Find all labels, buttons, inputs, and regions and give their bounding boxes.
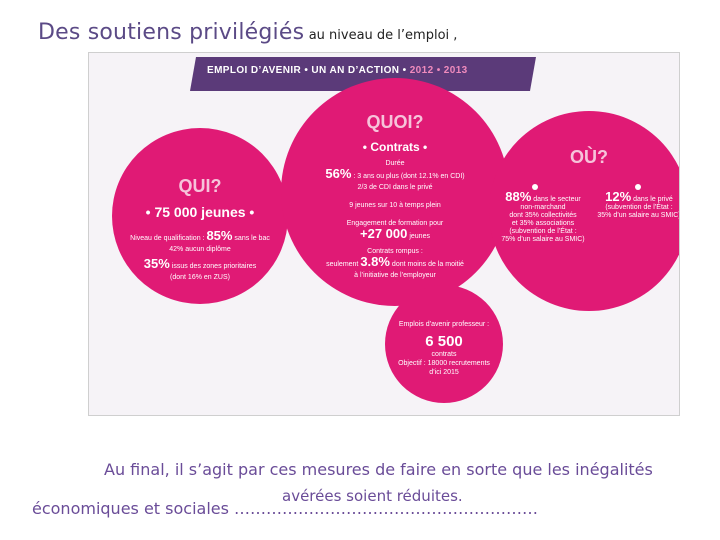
qui-youth: • 75 000 jeunes • bbox=[145, 204, 255, 220]
ou-left-line: et 35% associations bbox=[511, 220, 575, 227]
qui-heading: QUI? bbox=[178, 176, 222, 196]
qualif-label: Niveau de qualification : bbox=[130, 235, 205, 242]
ou-right-line: (subvention de l’État : bbox=[605, 204, 673, 211]
quoi-formation-line: +27 000 jeunes bbox=[281, 227, 509, 241]
quoi-ruptures-sub: à l’initiative de l’employeur bbox=[354, 272, 436, 279]
title-main: Des soutiens privilégiés bbox=[38, 20, 305, 45]
qui-qualif-sub: 42% aucun diplôme bbox=[169, 246, 231, 253]
qualif-note: sans le bac bbox=[234, 235, 270, 242]
banner-main: EMPLOI D’AVENIR • UN AN D’ACTION • bbox=[207, 65, 407, 76]
quoi-duree-line: 56% : 3 ans ou plus (dont 12.1% en CDI) bbox=[281, 167, 509, 181]
quoi-formation: Engagement de formation pour bbox=[346, 220, 444, 227]
ou-left-line: non-marchand bbox=[520, 204, 566, 211]
formation-unit: jeunes bbox=[409, 233, 430, 240]
formation-num: +27 000 bbox=[360, 226, 408, 241]
banner-years: 2012 • 2013 bbox=[409, 65, 468, 76]
banner-text: EMPLOI D’AVENIR • UN AN D’ACTION • 2012 … bbox=[207, 65, 468, 76]
conclusion-line-2: économiques et sociales …………………………………………… bbox=[32, 487, 539, 518]
prof-objective: Objectif : 18000 recrutements bbox=[398, 360, 490, 367]
connector-dot bbox=[635, 184, 641, 190]
ou-right-text: dans le privé bbox=[633, 196, 673, 203]
quoi-circle: QUOI? • Contrats • Durée 56% : 3 ans ou … bbox=[281, 78, 509, 306]
connector-dot bbox=[532, 184, 538, 190]
zones-pct: 35% bbox=[143, 256, 170, 271]
ou-left-text: dans le secteur bbox=[533, 196, 581, 203]
qualif-pct: 85% bbox=[206, 228, 233, 243]
ruptures-pct: 3.8% bbox=[360, 254, 390, 269]
ou-right-block: 12% dans le privé (subvention de l’État … bbox=[593, 190, 680, 220]
conclusion-dots: …………………………………………… bbox=[266, 499, 539, 518]
quoi-ruptures-line: seulement 3.8% dont moins de la moitié bbox=[281, 255, 509, 269]
conclusion-prefix: économiques et sociales …… bbox=[32, 499, 267, 518]
quoi-duree-sub: 2/3 de CDI dans le privé bbox=[357, 184, 433, 191]
ou-circle: OÙ? 88% dans le secteur non-marchand don… bbox=[489, 111, 680, 311]
ou-right-line: 35% d’un salaire au SMIC) bbox=[597, 212, 680, 219]
prof-unit: contrats bbox=[431, 351, 457, 358]
zones-text: issus des zones prioritaires bbox=[171, 263, 257, 270]
duree-pct: 56% bbox=[325, 166, 352, 181]
qui-zones: 35% issus des zones prioritaires bbox=[112, 257, 288, 271]
title-subtitle: au niveau de l’emploi , bbox=[308, 28, 458, 43]
infographic-image: EMPLOI D’AVENIR • UN AN D’ACTION • 2012 … bbox=[88, 52, 680, 416]
prof-title: Emplois d’avenir professeur : bbox=[398, 321, 490, 328]
quoi-ruptures: Contrats rompus : bbox=[367, 248, 423, 255]
quoi-contracts: • Contrats • bbox=[362, 140, 428, 154]
conclusion-fill-text: avérées soient réduites. bbox=[282, 487, 463, 505]
ou-left-pct: 88% bbox=[505, 189, 532, 204]
prof-num: 6 500 bbox=[425, 333, 463, 350]
ou-right-pct: 12% bbox=[605, 189, 632, 204]
qui-circle: QUI? • 75 000 jeunes • Niveau de qualifi… bbox=[112, 128, 288, 304]
prof-date: d’ici 2015 bbox=[429, 369, 459, 376]
ou-heading: OÙ? bbox=[570, 147, 608, 167]
ruptures-text: dont moins de la moitié bbox=[391, 261, 464, 268]
quoi-heading: QUOI? bbox=[366, 112, 424, 132]
ou-left-block: 88% dans le secteur non-marchand dont 35… bbox=[497, 190, 589, 244]
duree-text: : 3 ans ou plus (dont 12.1% en CDI) bbox=[353, 173, 465, 180]
quoi-duree: Durée bbox=[385, 160, 405, 167]
prof-circle: Emplois d’avenir professeur : 6 500 cont… bbox=[385, 285, 503, 403]
conclusion-line-1: Au final, il s’agit par ces mesures de f… bbox=[104, 460, 653, 479]
ou-left-line: 75% d’un salaire au SMIC) bbox=[501, 236, 585, 243]
ou-left-line: (subvention de l’État : bbox=[509, 228, 577, 235]
quoi-fulltime: 9 jeunes sur 10 à temps plein bbox=[349, 202, 441, 209]
qui-zones-sub: (dont 16% en ZUS) bbox=[170, 274, 230, 281]
ruptures-prefix: seulement bbox=[326, 261, 359, 268]
qui-qualification: Niveau de qualification : 85% sans le ba… bbox=[112, 229, 288, 243]
ou-left-line: dont 35% collectivités bbox=[509, 212, 577, 219]
slide-title: Des soutiens privilégiés au niveau de l’… bbox=[38, 20, 457, 45]
